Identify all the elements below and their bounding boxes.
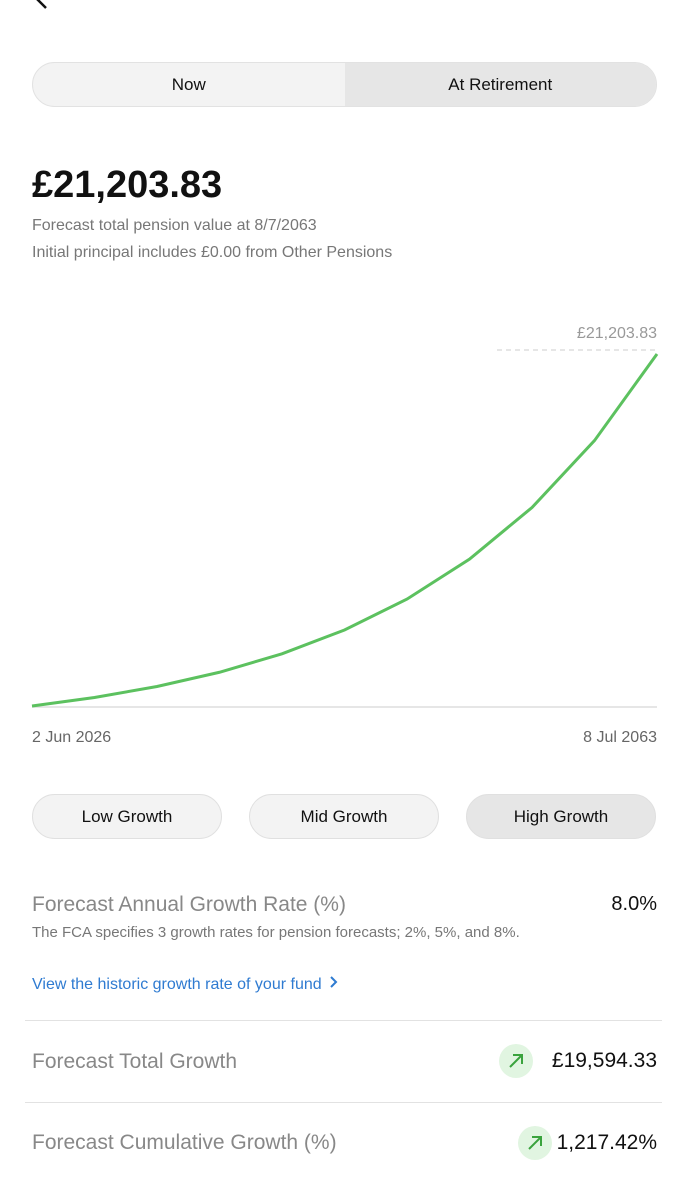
total-value: £21,203.83	[32, 164, 223, 206]
line	[31, 353, 659, 708]
row-label: Forecast Total Growth	[32, 1050, 238, 1073]
end-label: £21,203.83	[577, 325, 657, 342]
back-button[interactable]	[28, 0, 52, 12]
up-icon	[499, 1044, 533, 1078]
row-value: 1,217.42%	[556, 1131, 657, 1154]
tab[interactable]: At Retirement	[344, 63, 656, 106]
note: Initial principal includes £0.00 from Ot…	[32, 244, 393, 261]
growth-button[interactable]: Mid Growth	[249, 794, 439, 839]
link-text[interactable]: View the historic growth rate of your fu…	[32, 976, 322, 993]
rate-value: 8.0%	[611, 893, 657, 915]
chevron	[329, 976, 338, 988]
divider	[25, 1102, 662, 1103]
up-icon	[518, 1126, 552, 1160]
tab[interactable]: Now	[171, 74, 206, 94]
row-label: Forecast Cumulative Growth (%)	[32, 1131, 337, 1154]
rate-label: Forecast Annual Growth Rate (%)	[32, 893, 346, 916]
chart: £21,203.83 2 Jun 2026 8 Jul 2063	[31, 325, 659, 746]
x-tick-label: 8 Jul 2063	[583, 729, 657, 746]
rate-description: The FCA specifies 3 growth rates for pen…	[32, 924, 520, 941]
growth-button[interactable]: High Growth	[466, 794, 656, 839]
link[interactable]: View the historic growth rate of your fu…	[32, 975, 342, 994]
divider	[25, 1020, 662, 1021]
tab-bar: Now At Retirement	[32, 62, 657, 107]
subtitle: Forecast total pension value at 8/7/2063	[32, 217, 317, 234]
row-value: £19,594.33	[551, 1049, 657, 1072]
x-tick-label: 2 Jun 2026	[32, 729, 111, 746]
growth-button[interactable]: Low Growth	[32, 794, 222, 839]
